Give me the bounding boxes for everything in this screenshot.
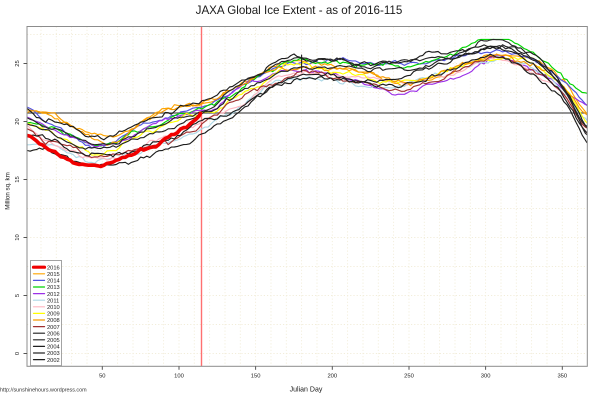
svg-text:2008: 2008: [47, 318, 60, 324]
svg-text:0: 0: [15, 352, 21, 355]
svg-text:2004: 2004: [47, 345, 60, 351]
svg-text:25: 25: [15, 60, 21, 66]
svg-text:350: 350: [557, 374, 567, 380]
svg-text:Million sq. km: Million sq. km: [5, 172, 12, 209]
svg-text:2007: 2007: [47, 325, 60, 331]
svg-text:50: 50: [99, 374, 105, 380]
svg-text:2014: 2014: [47, 279, 60, 285]
svg-text:10: 10: [15, 234, 21, 240]
svg-text:5: 5: [15, 294, 21, 297]
svg-text:2015: 2015: [47, 272, 60, 278]
svg-text:2006: 2006: [47, 331, 60, 337]
svg-text:250: 250: [404, 374, 414, 380]
svg-text:JAXA Global Ice Extent - as of: JAXA Global Ice Extent - as of 2016-115: [196, 4, 403, 17]
svg-text:2002: 2002: [47, 358, 60, 364]
svg-text:Julian Day: Julian Day: [290, 387, 323, 394]
svg-text:2013: 2013: [47, 285, 60, 291]
svg-text:http://sunshinehours.wordpress: http://sunshinehours.wordpress.com: [0, 388, 87, 394]
svg-text:150: 150: [251, 374, 261, 380]
svg-text:2011: 2011: [47, 298, 59, 304]
svg-text:100: 100: [174, 374, 184, 380]
svg-text:20: 20: [15, 118, 21, 124]
svg-text:2003: 2003: [47, 351, 60, 357]
svg-text:200: 200: [327, 374, 337, 380]
svg-text:2012: 2012: [47, 292, 60, 298]
svg-text:2010: 2010: [47, 305, 60, 311]
svg-text:2005: 2005: [47, 338, 60, 344]
svg-text:15: 15: [15, 176, 21, 182]
svg-text:2016: 2016: [47, 265, 60, 271]
svg-text:2009: 2009: [47, 312, 60, 318]
svg-text:300: 300: [481, 374, 491, 380]
